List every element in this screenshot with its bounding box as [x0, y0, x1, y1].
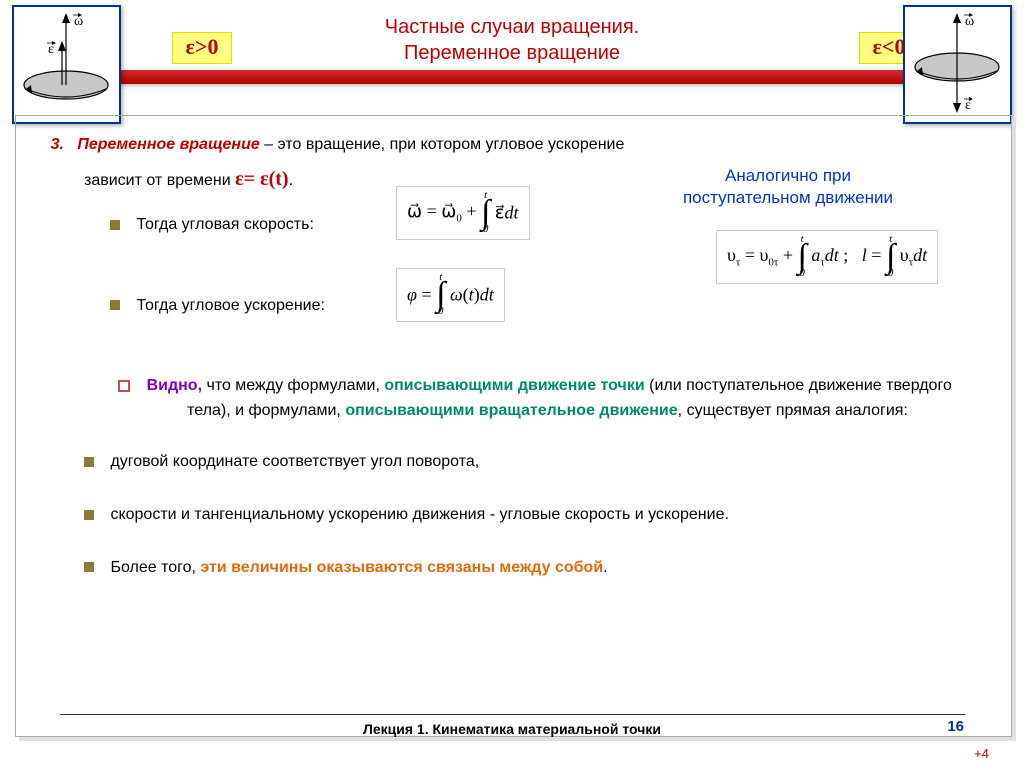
list-item-2-text: скорости и тангенциальному ускорению дви… [110, 506, 728, 523]
list-item-3b: эти величины оказываются связаны между с… [200, 559, 603, 576]
section-dot: . [289, 172, 293, 189]
blue-note-l1: Аналогично при [725, 166, 851, 185]
footer-divider [60, 714, 965, 715]
bullet-icon [84, 510, 94, 520]
bullet-angular-acceleration: Тогда угловое ускорение: [30, 294, 1000, 319]
page-number: 16 [947, 718, 964, 735]
bullet-icon [84, 562, 94, 572]
section-lead: Переменное вращение [77, 136, 259, 153]
epsilon-equation: ε= ε(t) [235, 168, 288, 190]
translational-motion-note: Аналогично при поступательном движении [628, 165, 948, 209]
vidno-green-1: описывающими движение точки [384, 377, 644, 394]
title-line-2: Переменное вращение [404, 42, 620, 64]
corner-mark: +4 [974, 746, 989, 761]
bullet-icon [110, 300, 120, 310]
formula-translational: υτ = υ0τ + t∫0 aτdt ; l = t∫0 υτdt [716, 230, 938, 284]
title-line-1: Частные случаи вращения. [385, 16, 639, 38]
vidno-t1: что между формулами, [202, 377, 384, 394]
bullet-1-text: Тогда угловая скорость: [136, 216, 313, 233]
rotation-diagram-right: ω ε [903, 5, 1012, 124]
list-item-3c: . [603, 559, 607, 576]
vidno-t3: , существует прямая аналогия: [678, 402, 908, 419]
bullet-icon [110, 220, 120, 230]
bullet-2-text: Тогда угловое ускорение: [136, 297, 325, 314]
vidno-lead: Видно, [147, 377, 202, 394]
section-heading: 3. Переменное вращение – это вращение, п… [30, 133, 1000, 158]
list-item-1-text: дуговой координате соответствует угол по… [110, 453, 479, 470]
epsilon-positive-box: ε>0 [172, 32, 232, 64]
footer-title: Лекция 1. Кинематика материальной точки [0, 721, 1024, 737]
hollow-bullet-icon [118, 380, 130, 392]
rotation-diagram-left: ω ε [12, 5, 121, 124]
list-item: скорости и тангенциальному ускорению дви… [84, 503, 1000, 528]
section-text-2: зависит от времени [84, 172, 235, 189]
blue-note-l2: поступательном движении [683, 188, 893, 207]
epsilon-negative-label: ε<0 [873, 34, 906, 59]
formula-omega: ω⃗ = ω⃗0 + t∫0 ε⃗dt [396, 186, 530, 240]
epsilon-positive-label: ε>0 [186, 34, 219, 59]
bullet-icon [84, 457, 94, 467]
analogy-note: Видно, что между формулами, описывающими… [30, 374, 1000, 424]
header-band [20, 70, 1005, 84]
analogy-list: дуговой координате соответствует угол по… [30, 450, 1000, 580]
formula-phi: φ = t∫0 ω(t)dt [396, 268, 505, 322]
list-item: Более того, эти величины оказываются свя… [84, 556, 1000, 581]
list-item: дуговой координате соответствует угол по… [84, 450, 1000, 475]
section-text-1: – это вращение, при котором угловое уско… [260, 136, 625, 153]
list-item-3a: Более того, [110, 559, 200, 576]
section-number: 3. [30, 133, 64, 158]
vidno-green-2: описывающими вращательное движение [345, 402, 677, 419]
